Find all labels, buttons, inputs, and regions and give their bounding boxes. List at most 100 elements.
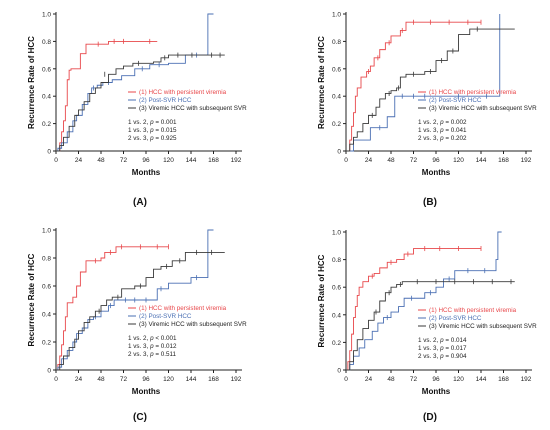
- x-tick-label: 96: [432, 376, 440, 383]
- y-tick-label: 1.0: [332, 230, 341, 237]
- p-value-annotation: 1 vs. 2, p < 0.001: [128, 335, 177, 342]
- panel-caption: (A): [133, 197, 147, 208]
- chart-panel-3: 0 0.2 0.4 0.6 0.8 1.0 0 24 48 72 96 120 144 168 192 Mon…: [317, 230, 537, 424]
- legend-entry: (2) Post-SVR HCC: [139, 97, 192, 104]
- x-tick-label: 120: [453, 157, 464, 164]
- y-tick-label: 0.2: [332, 121, 341, 128]
- y-tick-label: 0: [47, 149, 51, 156]
- y-tick-label: 1.0: [42, 228, 51, 235]
- y-axis-label: Recurrence Rate of HCC: [317, 36, 326, 129]
- series-line-3: [56, 251, 225, 371]
- y-tick-label: 0.8: [42, 256, 51, 263]
- p-value-annotation: 1 vs. 2, p = 0.002: [418, 119, 467, 126]
- p-value-annotation: 2 vs. 3, p = 0.511: [128, 351, 177, 358]
- y-tick-label: 0: [47, 368, 51, 375]
- legend-entry: (2) Post-SVR HCC: [139, 313, 192, 320]
- series-line-1: [56, 246, 169, 371]
- x-tick-label: 48: [97, 376, 105, 383]
- x-tick-label: 168: [208, 157, 219, 164]
- legend-entry: (1) HCC with persistent viremia: [429, 307, 517, 314]
- y-tick-label: 0.6: [42, 284, 51, 291]
- x-tick-label: 144: [186, 157, 197, 164]
- x-tick-label: 72: [120, 376, 128, 383]
- y-tick-label: 0.4: [332, 94, 341, 101]
- x-tick-label: 192: [521, 376, 532, 383]
- x-axis-label: Months: [132, 387, 161, 396]
- y-tick-label: 0.2: [42, 121, 51, 128]
- legend-entry: (2) Post-SVR HCC: [429, 315, 482, 322]
- y-tick-label: 0: [337, 149, 341, 156]
- x-tick-label: 192: [521, 157, 532, 164]
- x-tick-label: 48: [387, 376, 395, 383]
- x-tick-label: 24: [75, 376, 83, 383]
- y-tick-label: 0.8: [332, 39, 341, 46]
- y-tick-label: 1.0: [42, 12, 51, 19]
- x-tick-label: 96: [142, 376, 150, 383]
- chart-panel-0: 0 0.2 0.4 0.6 0.8 1.0 0 24 48 72 96 120 144 168 192 Mon…: [27, 12, 247, 209]
- x-tick-label: 144: [186, 376, 197, 383]
- x-tick-label: 72: [120, 157, 128, 164]
- y-axis-label: Recurrence Rate of HCC: [27, 36, 36, 129]
- y-tick-label: 0.6: [332, 66, 341, 73]
- series-line-2: [346, 231, 502, 371]
- p-value-annotation: 1 vs. 3, p = 0.012: [128, 343, 177, 350]
- x-tick-label: 168: [498, 157, 509, 164]
- legend-entry: (3) Viremic HCC with subsequent SVR: [139, 321, 247, 328]
- x-tick-label: 144: [476, 376, 487, 383]
- x-tick-label: 24: [365, 376, 373, 383]
- chart-panel-2: 0 0.2 0.4 0.6 0.8 1.0 0 24 48 72 96 120 144 168 192 Mon…: [27, 228, 247, 424]
- p-value-annotation: 2 vs. 3, p = 0.904: [418, 353, 467, 360]
- panel-caption: (C): [133, 412, 147, 423]
- x-tick-label: 72: [410, 376, 418, 383]
- y-tick-label: 0.6: [332, 285, 341, 292]
- y-tick-label: 0: [337, 368, 341, 375]
- series-line-3: [346, 28, 515, 152]
- x-tick-label: 192: [231, 157, 242, 164]
- x-axis-label: Months: [422, 168, 451, 177]
- series-line-2: [56, 13, 214, 152]
- p-value-annotation: 2 vs. 3, p = 0.202: [418, 135, 467, 142]
- y-tick-label: 0.6: [42, 66, 51, 73]
- x-tick-label: 96: [432, 157, 440, 164]
- x-tick-label: 24: [75, 157, 83, 164]
- x-axis-label: Months: [422, 387, 451, 396]
- x-tick-label: 120: [163, 157, 174, 164]
- x-tick-label: 192: [231, 376, 242, 383]
- x-tick-label: 168: [498, 376, 509, 383]
- y-tick-label: 0.2: [332, 340, 341, 347]
- x-tick-label: 48: [97, 157, 105, 164]
- legend-entry: (2) Post-SVR HCC: [429, 97, 482, 104]
- x-tick-label: 72: [410, 157, 418, 164]
- p-value-annotation: 1 vs. 2, p = 0.014: [418, 337, 467, 344]
- p-value-annotation: 1 vs. 3, p = 0.015: [128, 127, 177, 134]
- legend-entry: (3) Viremic HCC with subsequent SVR: [139, 105, 247, 112]
- series-line-3: [346, 281, 515, 371]
- series-line-2: [56, 229, 214, 371]
- x-tick-label: 24: [365, 157, 373, 164]
- legend-entry: (1) HCC with persistent viremia: [139, 89, 227, 96]
- y-tick-label: 0.2: [42, 340, 51, 347]
- series-line-1: [56, 40, 158, 152]
- y-tick-label: 0.4: [42, 312, 51, 319]
- x-tick-label: 96: [142, 157, 150, 164]
- x-tick-label: 120: [453, 376, 464, 383]
- series-line-2: [346, 14, 501, 152]
- y-tick-label: 0.8: [332, 257, 341, 264]
- x-tick-label: 0: [54, 157, 58, 164]
- x-tick-label: 120: [163, 376, 174, 383]
- y-tick-label: 0.4: [332, 312, 341, 319]
- legend-entry: (3) Viremic HCC with subsequent SVR: [429, 323, 537, 330]
- y-tick-label: 0.4: [42, 94, 51, 101]
- x-tick-label: 168: [208, 376, 219, 383]
- y-tick-label: 0.8: [42, 39, 51, 46]
- p-value-annotation: 1 vs. 3, p = 0.041: [418, 127, 467, 134]
- x-axis-label: Months: [132, 168, 161, 177]
- legend-entry: (1) HCC with persistent viremia: [429, 89, 517, 96]
- series-line-3: [56, 54, 225, 152]
- panel-caption: (B): [423, 197, 437, 208]
- p-value-annotation: 1 vs. 3, p = 0.017: [418, 345, 467, 352]
- x-tick-label: 48: [387, 157, 395, 164]
- legend-entry: (1) HCC with persistent viremia: [139, 305, 227, 312]
- legend-entry: (3) Viremic HCC with subsequent SVR: [429, 105, 537, 112]
